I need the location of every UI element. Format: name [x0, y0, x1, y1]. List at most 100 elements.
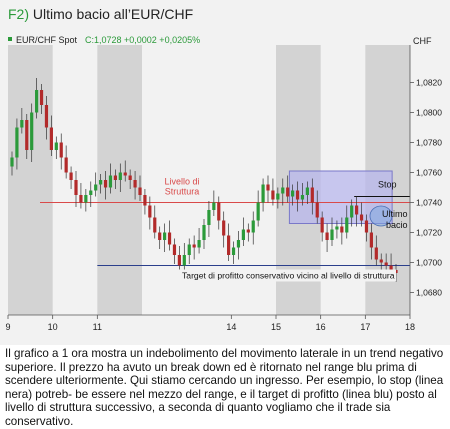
symbol-label: EUR/CHF Spot: [16, 35, 78, 45]
candle-body: [281, 187, 285, 194]
candle-body: [320, 217, 324, 233]
candle-body: [187, 244, 191, 255]
candle-body: [350, 205, 354, 218]
candle-body: [118, 172, 122, 180]
candle-body: [143, 195, 147, 206]
candle-body: [39, 90, 44, 105]
candle-body: [133, 180, 137, 188]
stop-label: Stop: [378, 180, 397, 190]
candle-body: [103, 180, 108, 188]
candle-body: [192, 244, 196, 248]
x-tick-label: 18: [405, 322, 415, 332]
candle-body: [315, 202, 319, 218]
caption-text: Il grafico a 1 ora mostra un indebolimen…: [5, 347, 444, 428]
candle-body: [30, 112, 34, 150]
candle-body: [389, 265, 393, 270]
candle-body: [177, 255, 181, 266]
candle-body: [305, 187, 309, 195]
chart-panel: F2) Ultimo bacio all’EUR/CHF 1,0820 1,080…: [0, 0, 450, 345]
candle-body: [359, 214, 364, 221]
candle-body: [182, 255, 186, 266]
candle-body: [89, 190, 93, 195]
candle-body: [10, 157, 14, 167]
figure-title-text: Ultimo bacio all’EUR/CHF: [32, 6, 194, 22]
figure-number: F2): [8, 6, 29, 22]
candle-body: [202, 225, 206, 240]
candle-body: [379, 259, 383, 263]
x-tick-label: 14: [226, 322, 236, 332]
target-label: Target di profitto conservativo vicino a…: [182, 271, 395, 281]
x-tick-label: 9: [5, 322, 10, 332]
candle-body: [236, 240, 241, 248]
y-tick-label: 1,0740: [416, 198, 442, 208]
figure-title: F2) Ultimo bacio all’EUR/CHF: [8, 6, 193, 22]
candle-body: [172, 244, 177, 255]
y-tick-label: 1,0680: [416, 288, 442, 298]
candle-body: [276, 193, 280, 200]
y-tick-label: 1,0760: [416, 168, 442, 178]
candle-body: [20, 120, 24, 128]
candle-body: [128, 175, 132, 180]
axes: 1,0820 1,0800 1,0780 1,0760 1,0740 1,0720 1,07…: [5, 45, 442, 332]
candle-body: [35, 90, 39, 113]
candle-body: [227, 235, 231, 255]
candlestick-chart: 1,0820 1,0800 1,0780 1,0760 1,0740 1,0720 1,07…: [0, 30, 450, 345]
candle-body: [74, 180, 78, 195]
series-marker: [8, 37, 12, 41]
candle-body: [261, 184, 265, 203]
y-tick-label: 1,0700: [416, 258, 442, 268]
candle-body: [15, 127, 19, 158]
candle-body: [138, 187, 142, 195]
candle-body: [54, 142, 58, 150]
candle-body: [153, 217, 157, 233]
last-kiss-label: Ultimo: [382, 209, 408, 219]
candle-body: [246, 229, 250, 233]
candle-body: [113, 175, 117, 180]
candle-body: [241, 229, 245, 240]
chart-svg: 1,0820 1,0800 1,0780 1,0760 1,0740 1,0720 1,07…: [5, 35, 442, 332]
candle-body: [364, 220, 369, 233]
candle-body: [212, 202, 216, 210]
candle-body: [148, 205, 152, 218]
candle-body: [94, 184, 98, 191]
structure-level-label: Struttura: [165, 187, 200, 197]
candle-body: [340, 226, 344, 233]
target-label-bg: [178, 269, 396, 282]
candle-body: [291, 190, 295, 197]
x-tick-label: 11: [93, 322, 102, 332]
symbol-header: EUR/CHF Spot C:1,0728 +0,0002 +0,0205%: [8, 35, 200, 45]
x-tick-label: 15: [271, 322, 281, 332]
candle-body: [99, 180, 103, 185]
session-shade: [8, 45, 53, 315]
candle-body: [374, 247, 378, 260]
candle-body: [79, 195, 83, 203]
figure-caption: Il grafico a 1 ora mostra un indebolimen…: [5, 347, 445, 429]
y-tick-label: 1,0720: [416, 228, 442, 238]
candle-body: [286, 187, 290, 197]
candle-body: [266, 184, 270, 191]
y-tick-label: 1,0780: [416, 138, 442, 148]
candle-body: [345, 217, 349, 233]
x-tick-label: 16: [316, 322, 326, 332]
structure-level-label: Livello di: [164, 177, 199, 187]
candle-body: [123, 172, 127, 176]
candle-body: [84, 195, 88, 203]
candle-body: [49, 127, 53, 150]
candle-body: [197, 240, 201, 248]
x-tick-label: 17: [360, 322, 370, 332]
candle-body: [251, 220, 255, 233]
candle-body: [158, 232, 162, 240]
candle-body: [44, 105, 49, 128]
y-tick-label: 1,0820: [416, 78, 442, 88]
candle-body: [256, 202, 260, 221]
y-axis-unit: CHF: [413, 36, 432, 46]
candle-body: [271, 190, 275, 200]
candle-body: [355, 205, 359, 215]
candle-body: [217, 202, 221, 221]
candle-body: [335, 226, 339, 230]
candle-body: [325, 232, 329, 240]
candle-body: [384, 262, 388, 266]
y-tick-label: 1,0800: [416, 108, 442, 118]
candle-body: [310, 187, 314, 203]
